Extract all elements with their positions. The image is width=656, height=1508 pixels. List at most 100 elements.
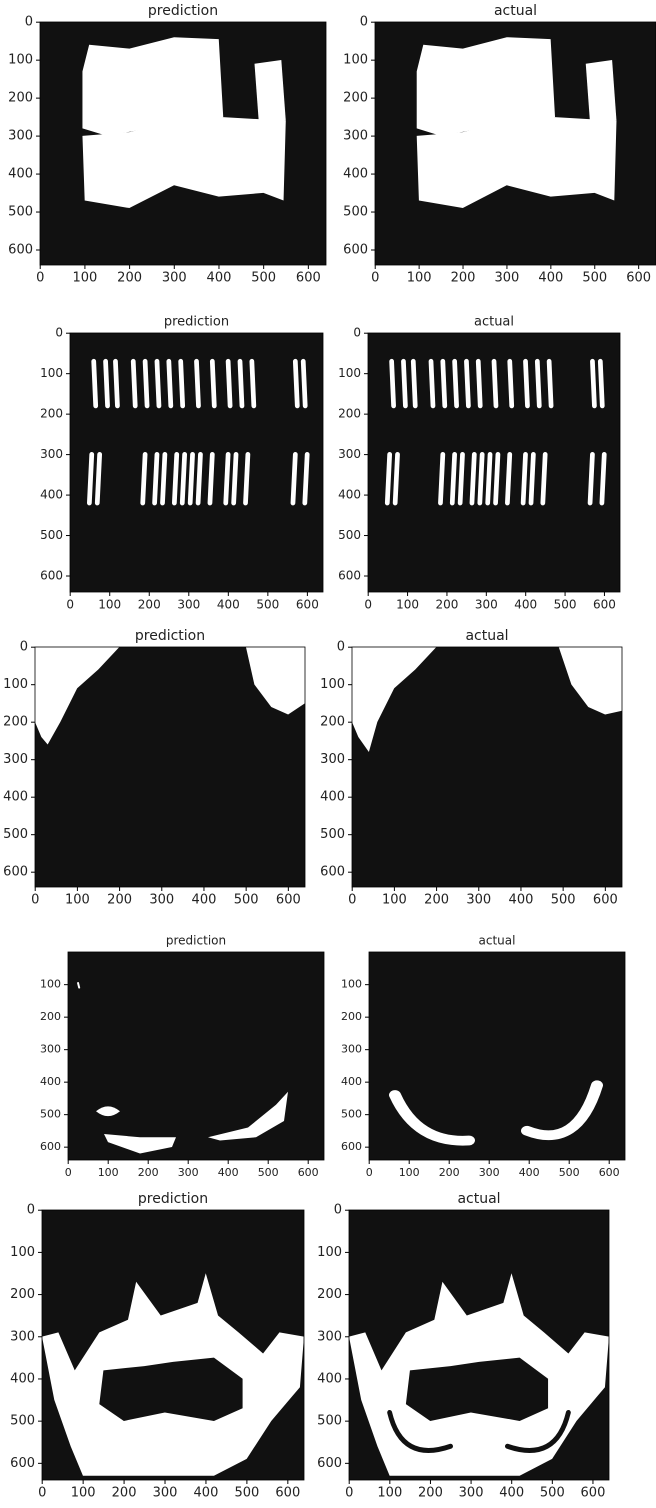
x-tick-label: 600 [275,1486,300,1501]
mask-shape [521,1080,603,1140]
mask-shape [77,982,81,989]
panel-title: actual [494,3,537,19]
y-tick-label: 500 [40,1108,61,1121]
x-tick-label: 0 [31,893,39,908]
axes-frame [34,646,306,888]
y-tick-label: 0 [334,1203,342,1218]
y-tick-label: 100 [343,53,368,68]
y-tick-label: 400 [343,167,368,182]
x-tick-label: 400 [207,271,232,286]
y-tick-label: 0 [20,640,28,655]
mask [384,358,607,506]
x-tick-label: 600 [276,893,301,908]
x-tick-label: 0 [366,1166,373,1179]
y-tick-label: 600 [3,865,28,880]
x-tick-label: 200 [117,271,142,286]
y-tick-label: 400 [10,1371,35,1386]
mask-shape [254,59,286,125]
x-tick-label: 100 [382,893,407,908]
x-tick-label: 300 [162,271,187,286]
y-tick-label: 300 [8,129,33,144]
x-tick-label: 400 [192,893,217,908]
x-tick-label: 600 [593,598,616,612]
mask-shape [352,647,437,752]
x-tick-label: 200 [435,598,458,612]
mask-shape [245,647,305,715]
y-tick-label: 0 [337,640,345,655]
mask-shape [104,1134,176,1154]
x-tick-label: 100 [72,271,97,286]
mask-shape [416,37,556,136]
x-tick-label: 600 [626,271,651,286]
x-tick-label: 400 [538,271,563,286]
x-tick-label: 500 [234,893,259,908]
y-tick-label: 0 [55,326,63,340]
x-tick-label: 200 [112,1486,137,1501]
y-tick-label: 500 [8,205,33,220]
y-tick-label: 200 [338,407,361,421]
image [369,952,625,1160]
x-tick-label: 400 [509,893,534,908]
x-tick-label: 400 [499,1486,524,1501]
y-tick-label: 300 [10,1329,35,1344]
panel-title: prediction [138,1191,208,1207]
y-tick-label: 600 [341,1140,362,1153]
x-tick-label: 600 [296,598,319,612]
y-tick-label: 600 [40,569,63,583]
y-tick-label: 200 [40,1010,61,1023]
y-tick-label: 600 [40,1140,61,1153]
panel-title: actual [479,934,516,948]
x-tick-label: 500 [258,1166,279,1179]
y-tick-label: 200 [320,715,345,730]
y-tick-label: 400 [338,488,361,502]
y-tick-label: 100 [320,677,345,692]
y-tick-label: 100 [317,1245,342,1260]
x-tick-label: 100 [396,598,419,612]
axes-frame [368,951,626,1161]
y-tick-label: 400 [341,1075,362,1088]
y-tick-label: 0 [27,1203,35,1218]
mask [82,37,286,209]
mask-shape [558,647,622,715]
y-tick-label: 400 [40,488,63,502]
x-tick-label: 300 [495,271,520,286]
x-tick-label: 600 [298,1166,319,1179]
y-tick-label: 500 [320,827,345,842]
x-tick-label: 500 [551,893,576,908]
x-tick-label: 500 [554,598,577,612]
mask [389,1080,603,1146]
mask-shape [384,451,607,506]
mask-shape [387,1409,453,1453]
x-tick-label: 300 [466,893,491,908]
x-tick-label: 200 [107,893,132,908]
y-tick-label: 200 [341,1010,362,1023]
x-tick-label: 200 [138,598,161,612]
mask-shape [35,647,120,745]
y-tick-label: 500 [40,528,63,542]
x-tick-label: 100 [399,1166,420,1179]
x-tick-label: 300 [459,1486,484,1501]
x-tick-label: 600 [599,1166,620,1179]
y-tick-label: 100 [341,978,362,991]
x-tick-label: 100 [407,271,432,286]
mask-shape [82,37,224,136]
y-tick-label: 200 [10,1287,35,1302]
mask-shape [389,1090,475,1146]
panel-title: prediction [135,628,205,644]
mask-shape [505,1409,571,1453]
y-tick-label: 600 [10,1456,35,1471]
mask-shape [96,1106,120,1117]
y-tick-label: 600 [317,1456,342,1471]
x-tick-label: 200 [138,1166,159,1179]
y-tick-label: 300 [341,1043,362,1056]
x-tick-label: 300 [178,1166,199,1179]
x-tick-label: 600 [581,1486,606,1501]
mask [416,37,617,209]
y-tick-label: 100 [40,978,61,991]
x-tick-label: 0 [345,1486,353,1501]
